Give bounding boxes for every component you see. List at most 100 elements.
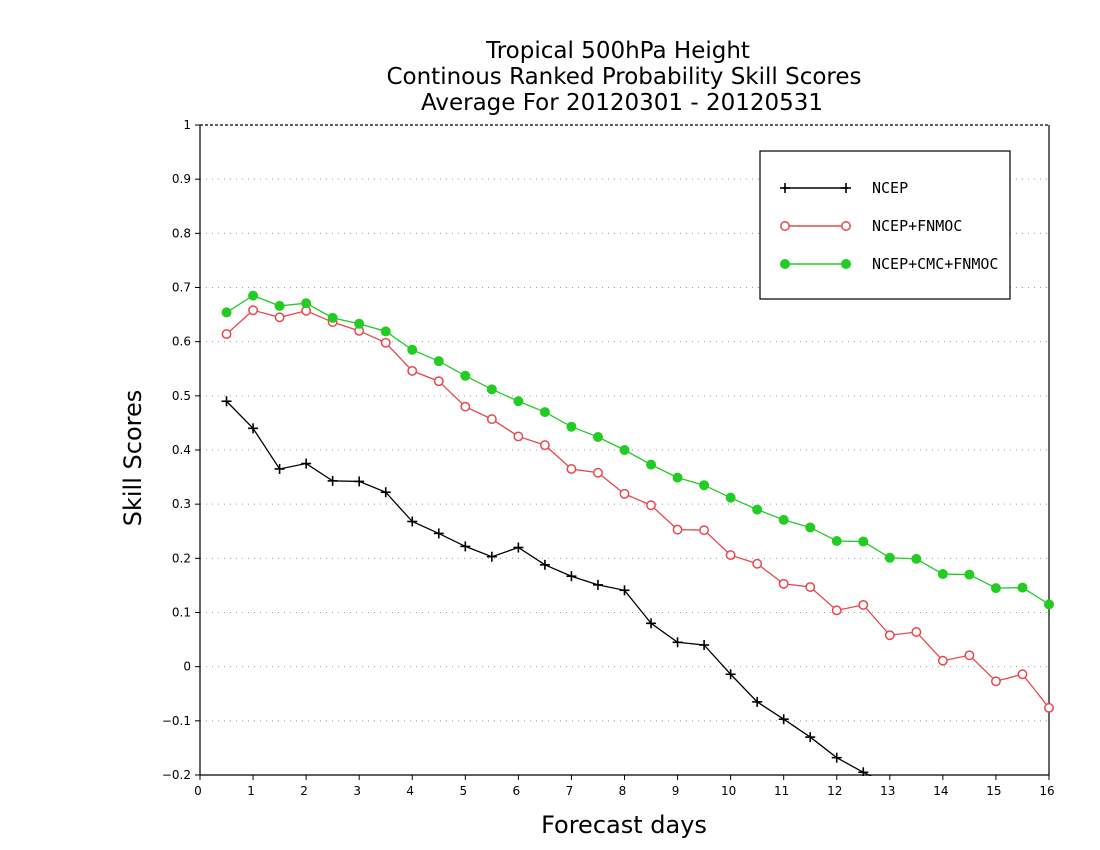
legend-marker: [841, 259, 851, 269]
data-point-ncep-cmc-fnmoc: [725, 492, 736, 503]
y-tick-label: 0.1: [172, 606, 191, 620]
y-tick-label: 0.7: [172, 281, 191, 295]
data-point-ncep-cmc-fnmoc: [1044, 599, 1054, 610]
series-ncep: [221, 396, 872, 776]
data-point-ncep-cmc-fnmoc: [964, 569, 975, 580]
legend-entry-ncep-fnmoc: NCEP+FNMOC: [780, 217, 962, 235]
data-point-ncep: [805, 732, 816, 743]
data-point-ncep-fnmoc: [460, 401, 471, 412]
x-tick-label: 0: [194, 784, 202, 798]
data-point-ncep: [380, 487, 391, 498]
x-tick-label: 16: [1039, 784, 1054, 798]
data-point-ncep-fnmoc: [486, 414, 497, 425]
data-point-ncep-fnmoc: [752, 558, 763, 569]
legend: NCEP NCEP+FNMOC NCEP+CMC+FNMOC: [759, 150, 1011, 300]
x-tick-label: 15: [986, 784, 1001, 798]
x-tick-label: 12: [827, 784, 842, 798]
chart-title-line: Tropical 500hPa Height: [485, 38, 750, 64]
x-tick-label: 3: [353, 784, 361, 798]
data-point-ncep-cmc-fnmoc: [805, 522, 816, 533]
data-point-ncep-fnmoc: [805, 582, 816, 592]
series-line-ncep-cmc-fnmoc: [226, 294, 1050, 605]
data-point-ncep: [407, 516, 418, 527]
x-tick-label: 14: [933, 784, 948, 798]
data-point-ncep-cmc-fnmoc: [274, 300, 285, 311]
x-tick-label: 2: [300, 784, 308, 798]
data-point-ncep-cmc-fnmoc: [831, 536, 842, 546]
legend-entry-ncep: NCEP: [780, 179, 908, 197]
data-point-ncep-fnmoc: [380, 337, 391, 348]
data-point-ncep-cmc-fnmoc: [433, 356, 444, 367]
data-point-ncep-cmc-fnmoc: [699, 480, 710, 491]
y-tick-label: −0.1: [162, 714, 191, 728]
legend-label: NCEP: [872, 179, 908, 197]
y-tick-label: 0: [183, 660, 191, 674]
data-point-ncep-fnmoc: [566, 464, 577, 474]
y-tick-label: 0.6: [172, 335, 191, 349]
series-ncep-cmc-fnmoc: [221, 290, 1054, 610]
legend-marker: [780, 183, 790, 193]
data-point-ncep-cmc-fnmoc: [778, 514, 789, 525]
series-ncep-fnmoc: [221, 305, 1054, 713]
data-point-ncep-fnmoc: [433, 376, 444, 387]
chart-period-line: Average For 20120301 - 20120531: [421, 90, 823, 116]
data-point-ncep-fnmoc: [513, 431, 524, 442]
x-tick-label: 10: [721, 784, 736, 798]
data-point-ncep: [566, 571, 577, 582]
data-point-ncep-cmc-fnmoc: [460, 370, 471, 381]
data-point-ncep: [831, 752, 842, 763]
legend-marker: [841, 221, 851, 231]
data-point-ncep-cmc-fnmoc: [619, 445, 630, 455]
data-point-ncep-fnmoc: [964, 650, 975, 661]
data-point-ncep-cmc-fnmoc: [1017, 582, 1028, 593]
data-point-ncep-fnmoc: [937, 655, 948, 666]
data-point-ncep-cmc-fnmoc: [354, 318, 365, 329]
data-point-ncep: [301, 458, 312, 469]
data-point-ncep-cmc-fnmoc: [248, 290, 259, 301]
y-tick-label: −0.2: [162, 768, 191, 782]
y-axis-title: Skill Scores: [119, 390, 147, 527]
data-point-ncep-cmc-fnmoc: [911, 553, 922, 564]
data-point-ncep: [752, 696, 763, 707]
legend-marker: [780, 221, 790, 231]
y-tick-label: 0.4: [172, 443, 191, 457]
data-point-ncep: [619, 585, 630, 596]
x-tick-label: 9: [672, 784, 680, 798]
data-point-ncep: [778, 714, 789, 725]
x-tick-label: 1: [247, 784, 255, 798]
x-tick-label: 13: [880, 784, 895, 798]
data-point-ncep: [327, 475, 338, 486]
series-line-ncep: [226, 400, 872, 776]
data-point-ncep-fnmoc: [672, 524, 683, 535]
data-point-ncep-fnmoc: [619, 488, 630, 499]
data-point-ncep-fnmoc: [539, 440, 550, 451]
data-point-ncep: [539, 559, 550, 570]
data-point-ncep-fnmoc: [831, 605, 842, 616]
data-point-ncep: [672, 637, 683, 648]
data-point-ncep-cmc-fnmoc: [407, 344, 418, 355]
legend-box: [759, 150, 1011, 300]
x-tick-label: 4: [406, 784, 414, 798]
y-tick-label: 0.8: [172, 226, 191, 240]
data-point-ncep-fnmoc: [699, 525, 710, 536]
data-point-ncep: [592, 579, 603, 590]
data-point-ncep-cmc-fnmoc: [513, 396, 524, 407]
data-point-ncep-cmc-fnmoc: [486, 384, 497, 395]
legend-entry-ncep-cmc-fnmoc: NCEP+CMC+FNMOC: [780, 255, 998, 273]
y-tick-label: 0.3: [172, 497, 191, 511]
legend-marker: [780, 259, 790, 269]
data-point-ncep: [433, 528, 444, 539]
data-point-ncep-fnmoc: [778, 578, 789, 589]
x-tick-label: 7: [566, 784, 574, 798]
data-point-ncep-cmc-fnmoc: [221, 307, 232, 318]
data-point-ncep-cmc-fnmoc: [858, 536, 869, 547]
data-point-ncep-cmc-fnmoc: [539, 407, 550, 418]
data-point-ncep-cmc-fnmoc: [884, 552, 895, 563]
data-point-ncep-fnmoc: [911, 627, 922, 637]
data-point-ncep-cmc-fnmoc: [752, 504, 763, 515]
series-line-ncep-fnmoc: [226, 309, 1050, 709]
x-axis-title: Forecast days: [541, 811, 707, 839]
data-point-ncep: [221, 396, 232, 407]
data-point-ncep: [248, 423, 259, 434]
